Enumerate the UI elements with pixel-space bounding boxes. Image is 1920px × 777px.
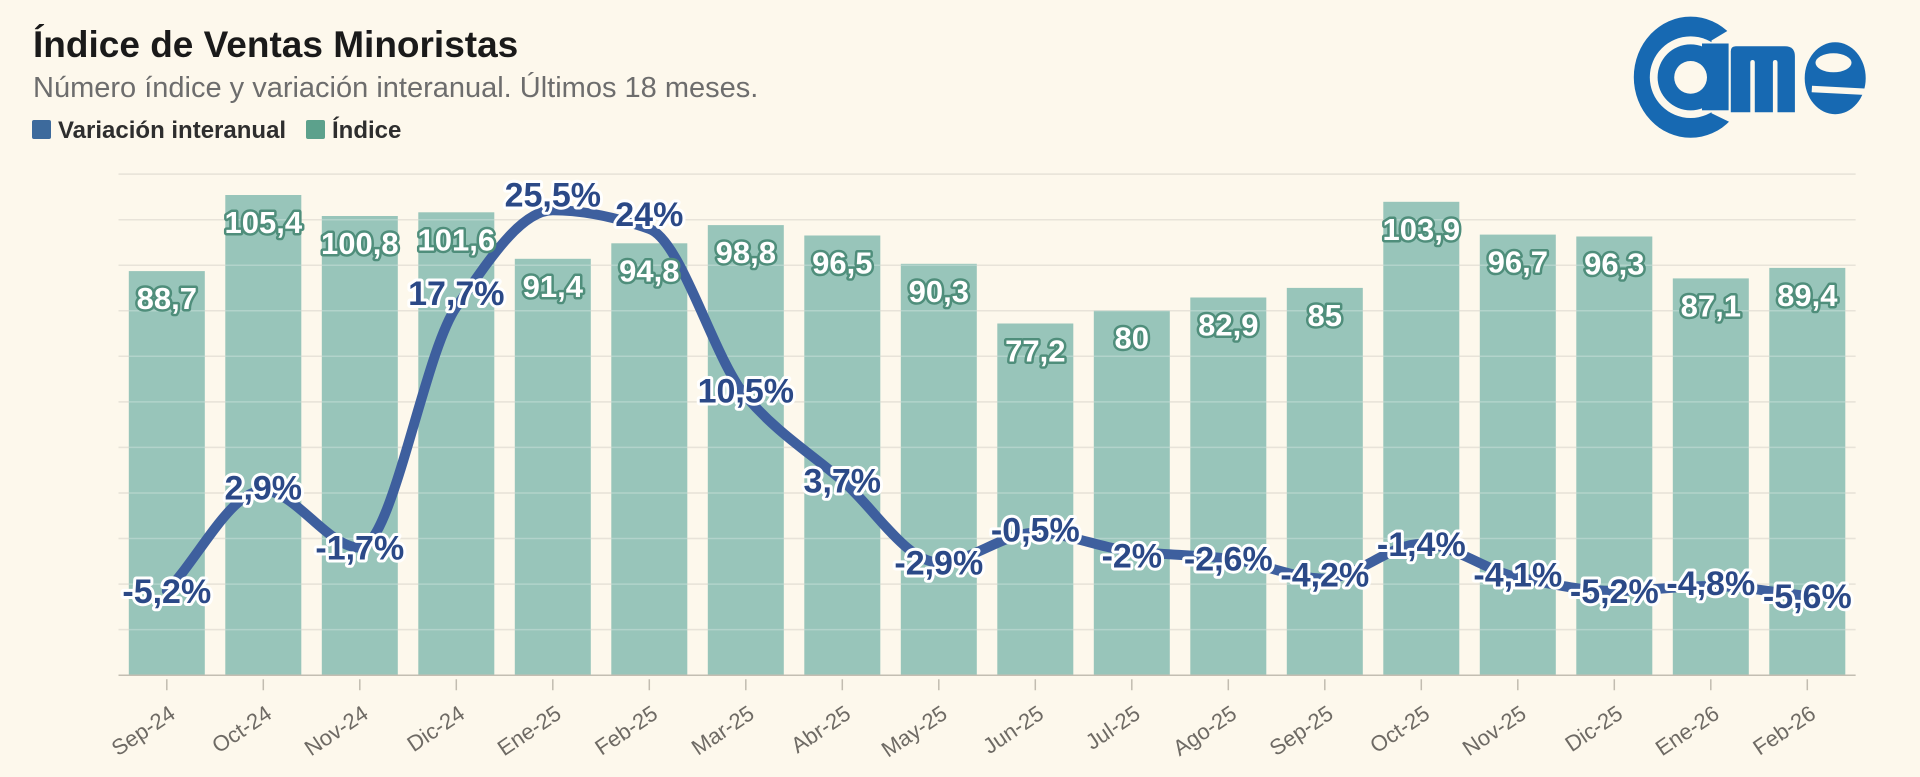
svg-text:-5,2%: -5,2%: [122, 573, 211, 611]
svg-text:25,5%: 25,5%: [505, 176, 601, 214]
svg-text:-1,4%: -1,4%: [1377, 526, 1466, 564]
svg-text:94,8: 94,8: [619, 253, 679, 288]
svg-text:-4,8%: -4,8%: [1666, 565, 1755, 603]
svg-text:-4,1%: -4,1%: [1473, 556, 1562, 594]
svg-text:105,4: 105,4: [225, 205, 303, 240]
svg-text:-2,6%: -2,6%: [1184, 541, 1273, 579]
svg-text:90,3: 90,3: [909, 274, 969, 309]
svg-text:98,8: 98,8: [716, 235, 776, 270]
svg-text:85: 85: [1308, 298, 1342, 333]
svg-text:-2,9%: -2,9%: [894, 545, 983, 583]
svg-text:101,6: 101,6: [418, 222, 496, 257]
svg-text:-5,6%: -5,6%: [1763, 578, 1852, 616]
svg-text:103,9: 103,9: [1383, 212, 1461, 247]
svg-text:Número índice y variación inte: Número índice y variación interanual. Úl…: [33, 71, 758, 104]
svg-text:Variación interanual: Variación interanual: [58, 117, 286, 144]
svg-text:96,7: 96,7: [1488, 245, 1548, 280]
svg-text:-4,2%: -4,2%: [1280, 557, 1369, 595]
svg-text:-0,5%: -0,5%: [991, 512, 1080, 550]
svg-text:24%: 24%: [615, 196, 683, 234]
svg-text:10,5%: 10,5%: [698, 372, 794, 410]
svg-text:77,2: 77,2: [1005, 334, 1065, 369]
svg-text:Índice: Índice: [332, 116, 401, 144]
svg-text:91,4: 91,4: [523, 269, 584, 304]
svg-text:87,1: 87,1: [1681, 288, 1741, 323]
svg-text:96,3: 96,3: [1584, 247, 1644, 282]
svg-text:80: 80: [1115, 321, 1149, 356]
svg-text:-5,2%: -5,2%: [1570, 573, 1659, 611]
svg-text:3,7%: 3,7%: [804, 463, 882, 501]
svg-text:100,8: 100,8: [321, 226, 399, 261]
svg-text:88,7: 88,7: [137, 281, 197, 316]
svg-text:-1,7%: -1,7%: [315, 530, 404, 568]
svg-text:82,9: 82,9: [1198, 308, 1258, 343]
svg-text:96,5: 96,5: [812, 246, 872, 281]
svg-text:Índice de Ventas Minoristas: Índice de Ventas Minoristas: [33, 24, 518, 65]
svg-text:-2%: -2%: [1102, 537, 1162, 575]
svg-text:89,4: 89,4: [1777, 278, 1838, 313]
svg-text:17,7%: 17,7%: [408, 275, 504, 313]
svg-text:2,9%: 2,9%: [225, 470, 303, 508]
